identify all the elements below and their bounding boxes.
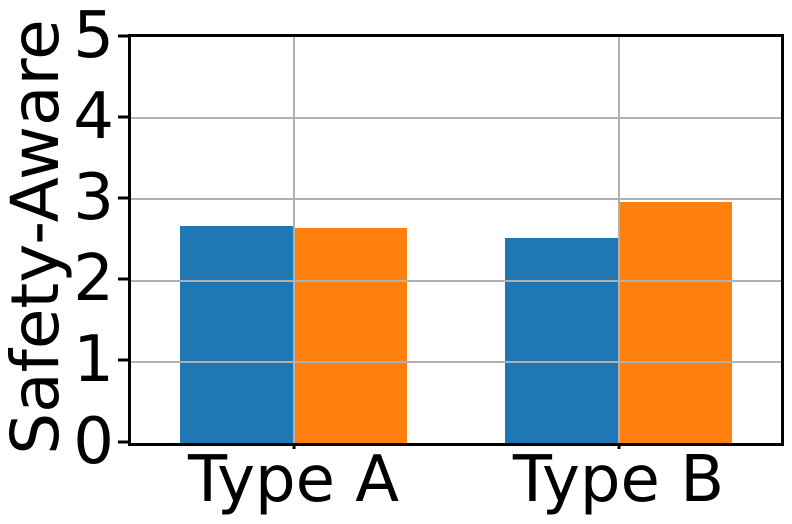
y-tick-label: 1 bbox=[73, 323, 114, 398]
plot-area bbox=[128, 34, 784, 446]
y-tick-label: 3 bbox=[73, 160, 114, 235]
x-gridline bbox=[617, 37, 620, 443]
bar-blue-series bbox=[505, 238, 619, 443]
x-category-label: Type B bbox=[512, 443, 725, 517]
x-tick-mark bbox=[617, 440, 620, 449]
y-gridline bbox=[131, 360, 781, 363]
y-tick-mark bbox=[118, 440, 128, 443]
y-tick-mark bbox=[118, 358, 128, 362]
x-gridline bbox=[292, 37, 295, 443]
y-tick-label: 2 bbox=[73, 242, 114, 317]
bar-blue-series bbox=[180, 226, 294, 443]
y-tick-mark bbox=[118, 196, 128, 200]
y-tick-label: 4 bbox=[73, 79, 114, 154]
y-tick-mark bbox=[118, 115, 128, 119]
x-tick-mark bbox=[292, 440, 295, 449]
bar-orange-series bbox=[618, 201, 732, 443]
y-gridline bbox=[131, 117, 781, 120]
bar-orange-series bbox=[293, 227, 407, 443]
y-tick-label: 0 bbox=[73, 404, 114, 479]
y-tick-mark bbox=[118, 277, 128, 281]
y-tick-mark bbox=[118, 34, 128, 37]
y-gridline bbox=[131, 279, 781, 282]
y-tick-label: 5 bbox=[73, 0, 114, 73]
x-category-label: Type A bbox=[187, 443, 400, 517]
y-gridline bbox=[131, 198, 781, 201]
